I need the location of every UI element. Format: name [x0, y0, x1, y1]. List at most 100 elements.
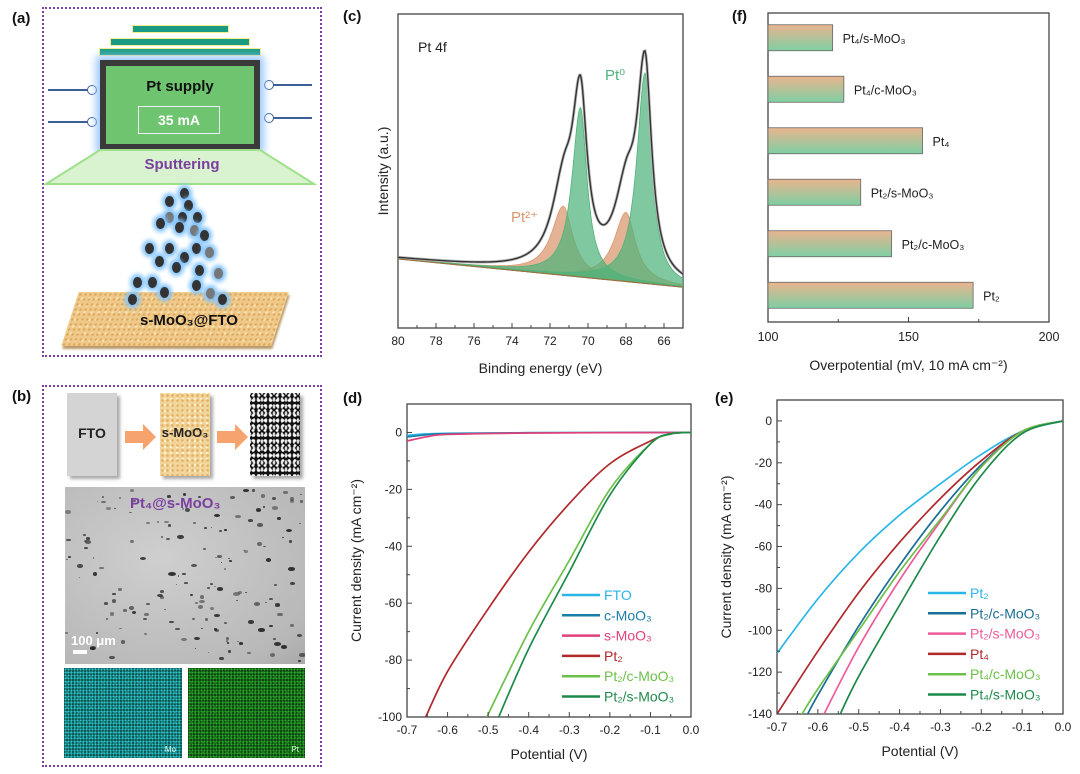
x-axis-label-c: Binding energy (eV): [479, 360, 603, 376]
sem-speck: [255, 508, 262, 513]
pt-particle: [192, 280, 201, 291]
sem-speck: [95, 631, 98, 635]
sem-speck: [164, 520, 170, 524]
y-tick-label-e: -120: [748, 665, 772, 679]
sem-speck: [299, 500, 303, 503]
x-tick-label-c: 70: [581, 334, 595, 348]
sem-speck: [290, 496, 295, 501]
sem-speck: [78, 576, 81, 579]
sem-speck: [290, 623, 295, 628]
sem-speck: [244, 591, 247, 593]
sem-speck: [274, 584, 278, 587]
legend-label: s-MoO₃: [604, 628, 652, 644]
x-tick-label-d: -0.7: [397, 723, 418, 737]
x-tick-label-c: 72: [543, 334, 557, 348]
x-tick-label-d: -0.2: [600, 723, 621, 737]
bar-4: [767, 230, 893, 258]
sem-speck: [191, 564, 198, 568]
supply-title: Pt supply: [146, 78, 214, 95]
legend-label: Pt₄/s-MoO₃: [970, 687, 1041, 703]
xps-envelope-fit: [398, 49, 683, 275]
legend-label: Pt₂/s-MoO₃: [604, 689, 674, 705]
sem-speck: [67, 556, 71, 559]
sem-speck: [169, 621, 174, 624]
y-tick-label-d: -40: [385, 539, 403, 553]
sem-speck: [282, 490, 289, 494]
fto-label: FTO: [78, 425, 106, 441]
y-tick-label-e: -140: [748, 707, 772, 721]
y-tick-label-d: -100: [378, 710, 402, 724]
pt-particle: [180, 252, 189, 263]
x-tick-label-e: 0.0: [1055, 720, 1072, 734]
sem-speck: [273, 641, 281, 646]
bar-label: Pt₄/s-MoO₃: [843, 32, 906, 46]
pt-particle: [200, 230, 209, 241]
y-tick-label-e: -60: [755, 540, 773, 554]
x-tick-label-e: -0.3: [930, 720, 951, 734]
pt-coated-tile: [250, 393, 300, 476]
sem-speck: [85, 540, 91, 544]
sem-speck: [248, 519, 253, 522]
bar-label: Pt₄/c-MoO₃: [854, 83, 917, 97]
arrow-head-icon: [235, 424, 248, 450]
bar-label: Pt₄: [933, 135, 950, 149]
pt-particle: [214, 268, 223, 279]
bar-label: Pt₂/s-MoO₃: [871, 186, 934, 200]
sem-speck: [175, 584, 178, 586]
sem-speck: [101, 496, 104, 498]
y-axis-label-e: Current density (mA cm⁻²): [718, 476, 734, 639]
pt-particle: [165, 243, 174, 254]
sem-speck: [190, 593, 193, 596]
x-tick-label-c: 76: [467, 334, 481, 348]
sem-speck: [260, 494, 265, 498]
x-tick-label-e: -0.2: [971, 720, 992, 734]
sem-speck: [192, 522, 197, 525]
sem-speck: [210, 527, 213, 529]
sem-speck: [132, 610, 137, 614]
sem-speck: [299, 653, 305, 657]
sem-speck: [142, 617, 148, 621]
sputtering-label: Sputtering: [144, 156, 220, 173]
sem-speck: [203, 548, 206, 550]
x-tick-label-f: 150: [898, 330, 919, 344]
sem-speck: [266, 557, 272, 562]
panel-label-d: (d): [343, 390, 363, 407]
annotation-pt0: Pt⁰: [605, 67, 625, 84]
sem-speck: [160, 590, 165, 593]
x-tick-label-c: 68: [619, 334, 633, 348]
sem-speck: [225, 637, 230, 641]
annotation-pt2plus: Pt²⁺: [511, 209, 538, 226]
pt-particle: [165, 212, 174, 223]
x-tick-label-e: -0.4: [889, 720, 910, 734]
sem-speck: [160, 596, 164, 600]
sem-speck: [182, 573, 186, 576]
sem-speck: [236, 599, 239, 601]
sem-speck: [104, 602, 108, 605]
sem-speck: [192, 617, 196, 620]
sem-speck: [227, 642, 229, 644]
terminal-node: [264, 113, 274, 123]
legend-label: FTO: [604, 587, 632, 603]
sem-speck: [146, 521, 150, 524]
sem-speck: [226, 639, 229, 642]
pt-supply-box: Pt supply 35 mA: [100, 60, 260, 150]
pt-particle: [218, 294, 227, 305]
series-line: [839, 420, 1063, 714]
sem-speck: [166, 538, 170, 541]
sem-speck: [248, 619, 254, 624]
sem-speck: [269, 624, 274, 627]
terminal-node: [87, 117, 97, 127]
series-line: [497, 431, 691, 717]
sem-speck: [290, 499, 294, 503]
sem-speck: [214, 613, 220, 617]
y-tick-label-e: -40: [755, 498, 773, 512]
panel-label-c: (c): [343, 8, 362, 25]
sem-speck: [282, 537, 284, 539]
sem-speck: [92, 572, 97, 576]
pt-particle: [193, 212, 202, 223]
sem-speck: [66, 538, 72, 542]
sem-speck: [268, 597, 273, 600]
sem-speck: [195, 648, 197, 650]
arrow-icon: [217, 431, 235, 443]
sem-speck: [140, 557, 147, 561]
